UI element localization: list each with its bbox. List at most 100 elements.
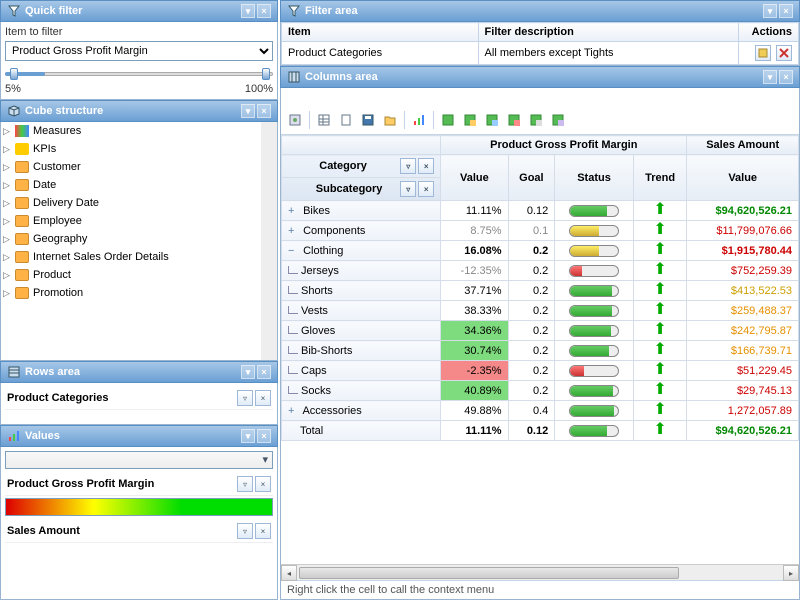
save-button[interactable] <box>358 110 378 130</box>
total-row[interactable]: Total11.11%0.12⬆$94,620,526.21 <box>282 421 799 441</box>
expand-icon[interactable]: ▷ <box>3 216 15 227</box>
expand-icon[interactable]: ▷ <box>3 270 15 281</box>
new-button[interactable] <box>336 110 356 130</box>
expand-icon[interactable]: ▷ <box>3 252 15 263</box>
rows-area-title: Rows area <box>25 366 241 378</box>
expand-icon[interactable]: ▷ <box>3 162 15 173</box>
col-value[interactable]: Value <box>441 155 508 201</box>
scrollbar[interactable] <box>261 122 277 360</box>
expand-button[interactable]: + <box>288 225 300 237</box>
filter-button[interactable]: ▿ <box>400 181 416 197</box>
values-item-1[interactable]: Product Gross Profit Margin ▿ × <box>5 473 273 496</box>
filter-button[interactable]: ▿ <box>237 390 253 406</box>
remove-button[interactable]: × <box>255 390 271 406</box>
goal-cell: 0.2 <box>508 241 555 261</box>
collapse-button[interactable]: ▾ <box>763 70 777 84</box>
subcategory-row[interactable]: Caps-2.35%0.2⬆$51,229.45 <box>282 361 799 381</box>
tree-item[interactable]: ▷ Employee <box>1 212 261 230</box>
export-pdf-button[interactable] <box>504 110 524 130</box>
expand-icon[interactable]: ▷ <box>3 126 15 137</box>
dimension-icon <box>15 269 29 281</box>
col-trend[interactable]: Trend <box>633 155 687 201</box>
subcategory-row[interactable]: Vests38.33%0.2⬆$259,488.37 <box>282 301 799 321</box>
filter-button[interactable]: ▿ <box>237 523 253 539</box>
expand-icon[interactable]: ▷ <box>3 180 15 191</box>
remove-button[interactable]: × <box>255 523 271 539</box>
expand-icon[interactable]: ▷ <box>3 144 15 155</box>
expand-icon[interactable]: ▷ <box>3 288 15 299</box>
sales-cell: $242,795.87 <box>687 321 799 341</box>
expand-icon[interactable]: ▷ <box>3 198 15 209</box>
cube-structure-header: Cube structure ▾ × <box>0 100 278 122</box>
collapse-button[interactable]: ▾ <box>241 365 255 379</box>
export-txt-button[interactable] <box>526 110 546 130</box>
tree-item[interactable]: ▷Date <box>1 176 261 194</box>
edit-filter-button[interactable] <box>755 45 771 61</box>
goal-cell: 0.2 <box>508 341 555 361</box>
category-row[interactable]: + Components8.75%0.1⬆$11,799,076.66 <box>282 221 799 241</box>
tree-item[interactable]: ▷Internet Sales Order Details <box>1 248 261 266</box>
remove-button[interactable]: × <box>418 158 434 174</box>
expand-button[interactable]: − <box>288 245 300 257</box>
row-label: Bikes <box>303 205 330 217</box>
collapse-button[interactable]: ▾ <box>241 4 255 18</box>
category-row[interactable]: + Accessories49.88%0.4⬆1,272,057.89 <box>282 401 799 421</box>
export-html-button[interactable] <box>482 110 502 130</box>
rows-area-item[interactable]: Product Categories ▿ × <box>5 387 273 410</box>
subcategory-row[interactable]: Socks40.89%0.2⬆$29,745.13 <box>282 381 799 401</box>
subcategory-row[interactable]: Gloves34.36%0.2⬆$242,795.87 <box>282 321 799 341</box>
horizontal-scrollbar[interactable]: ◂ ▸ <box>281 564 799 580</box>
category-row[interactable]: − Clothing16.08%0.2⬆$1,915,780.44 <box>282 241 799 261</box>
status-cell <box>555 341 634 361</box>
tree-item-label: Employee <box>33 215 82 227</box>
open-button[interactable] <box>380 110 400 130</box>
trend-up-icon: ⬆ <box>653 201 666 218</box>
subcategory-row[interactable]: Bib-Shorts30.74%0.2⬆$166,739.71 <box>282 341 799 361</box>
expand-button[interactable]: + <box>288 205 300 217</box>
expand-button[interactable]: + <box>288 405 300 417</box>
status-cell <box>555 381 634 401</box>
remove-button[interactable]: × <box>418 181 434 197</box>
close-button[interactable]: × <box>257 429 271 443</box>
close-button[interactable]: × <box>257 365 271 379</box>
delete-filter-button[interactable] <box>776 45 792 61</box>
tree-item[interactable]: ▷Delivery Date <box>1 194 261 212</box>
tree-item[interactable]: ▷Geography <box>1 230 261 248</box>
close-button[interactable]: × <box>257 104 271 118</box>
connect-button[interactable] <box>285 110 305 130</box>
chart-button[interactable] <box>409 110 429 130</box>
quick-filter-title: Quick filter <box>25 5 241 17</box>
close-button[interactable]: × <box>779 70 793 84</box>
export-xml-button[interactable] <box>548 110 568 130</box>
tree-item[interactable]: ▷Product <box>1 266 261 284</box>
col-goal[interactable]: Goal <box>508 155 555 201</box>
close-button[interactable]: × <box>257 4 271 18</box>
tree-item[interactable]: ▷KPIs <box>1 140 261 158</box>
filter-button[interactable]: ▿ <box>237 476 253 492</box>
collapse-button[interactable]: ▾ <box>763 4 777 18</box>
filter-button[interactable]: ▿ <box>400 158 416 174</box>
category-row[interactable]: + Bikes11.11%0.12⬆$94,620,526.21 <box>282 201 799 221</box>
col-status[interactable]: Status <box>555 155 634 201</box>
grid-button[interactable] <box>314 110 334 130</box>
export-csv-button[interactable] <box>460 110 480 130</box>
values-item-2[interactable]: Sales Amount ▿ × <box>5 520 273 543</box>
filter-slider[interactable] <box>5 67 273 81</box>
collapse-button[interactable]: ▾ <box>241 429 255 443</box>
gradient-preset-select[interactable] <box>5 451 273 469</box>
close-button[interactable]: × <box>779 4 793 18</box>
expand-icon[interactable]: ▷ <box>3 234 15 245</box>
export-xls-button[interactable] <box>438 110 458 130</box>
footer-hint: Right click the cell to call the context… <box>281 580 799 599</box>
item-to-filter-select[interactable]: Product Gross Profit Margin <box>5 41 273 61</box>
subcategory-row[interactable]: Shorts37.71%0.2⬆$413,522.53 <box>282 281 799 301</box>
slider-max-label: 100% <box>245 83 273 95</box>
subcategory-row[interactable]: Jerseys-12.35%0.2⬆$752,259.39 <box>282 261 799 281</box>
tree-item[interactable]: ▷Promotion <box>1 284 261 302</box>
tree-item[interactable]: ▷Measures <box>1 122 261 140</box>
collapse-button[interactable]: ▾ <box>241 104 255 118</box>
tree-item[interactable]: ▷Customer <box>1 158 261 176</box>
col-sales-value[interactable]: Value <box>687 155 799 201</box>
remove-button[interactable]: × <box>255 476 271 492</box>
filter-row[interactable]: Product Categories All members except Ti… <box>282 42 799 65</box>
